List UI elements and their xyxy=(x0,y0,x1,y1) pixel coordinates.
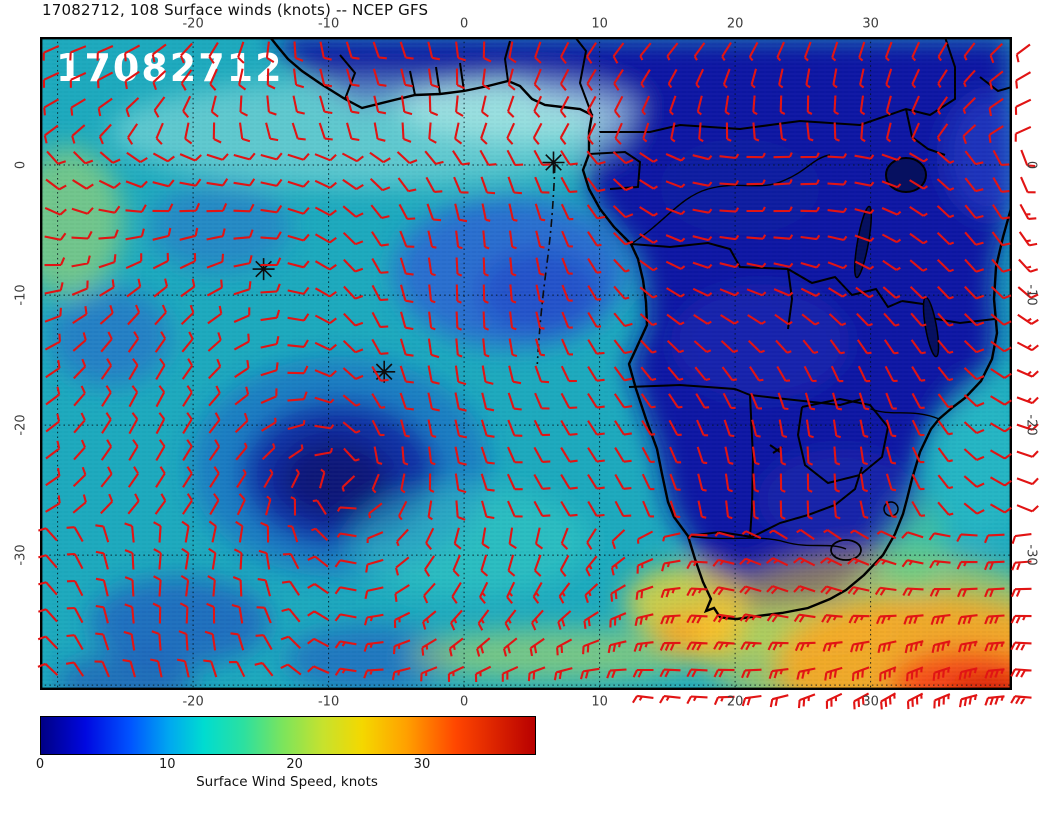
lat-label-right--20: -20 xyxy=(1023,414,1039,436)
lat-label-left--30: -30 xyxy=(13,544,29,566)
colorbar-tick-30: 30 xyxy=(413,757,431,772)
lon-label-top-10: 10 xyxy=(591,16,608,32)
map-panel: 17082712 xyxy=(40,37,1012,690)
lat-label-right--30: -30 xyxy=(1023,544,1039,566)
lon-label-top-20: 20 xyxy=(726,16,744,32)
lon-label-top--10: -10 xyxy=(317,16,340,32)
raster-texture xyxy=(40,37,1012,690)
lon-label-top--20: -20 xyxy=(182,16,204,32)
colorbar-tick-10: 10 xyxy=(159,757,176,772)
lon-label-top-30: 30 xyxy=(862,16,879,32)
lon-label-bottom-30: 30 xyxy=(862,694,879,710)
lat-label-left-0: 0 xyxy=(13,160,29,170)
lat-label-left--20: -20 xyxy=(13,414,29,436)
wind-speed-field xyxy=(40,37,1012,690)
plot-title: 17082712, 108 Surface winds (knots) -- N… xyxy=(42,1,429,19)
colorbar-tick-20: 20 xyxy=(286,757,303,772)
colorbar-tick-0: 0 xyxy=(35,757,45,772)
lon-label-top-0: 0 xyxy=(459,16,469,32)
lon-label-bottom--10: -10 xyxy=(317,694,340,710)
lon-label-bottom-20: 20 xyxy=(726,694,744,710)
lat-label-left--10: -10 xyxy=(13,284,29,306)
colorbar-label: Surface Wind Speed, knots xyxy=(196,774,378,790)
star-marker-2 xyxy=(252,258,275,281)
lat-label-right-0: 0 xyxy=(1023,160,1039,170)
lon-label-bottom--20: -20 xyxy=(182,694,204,710)
run-id-watermark: 17082712 xyxy=(56,46,284,90)
lat-label-right--10: -10 xyxy=(1023,284,1039,306)
lon-label-bottom-0: 0 xyxy=(459,694,469,710)
lake-victoria xyxy=(885,157,927,193)
star-marker-1 xyxy=(542,151,565,174)
colorbar-gradient xyxy=(40,716,536,755)
wind-map: 17082712 xyxy=(40,37,1012,690)
lon-label-bottom-10: 10 xyxy=(591,694,608,710)
